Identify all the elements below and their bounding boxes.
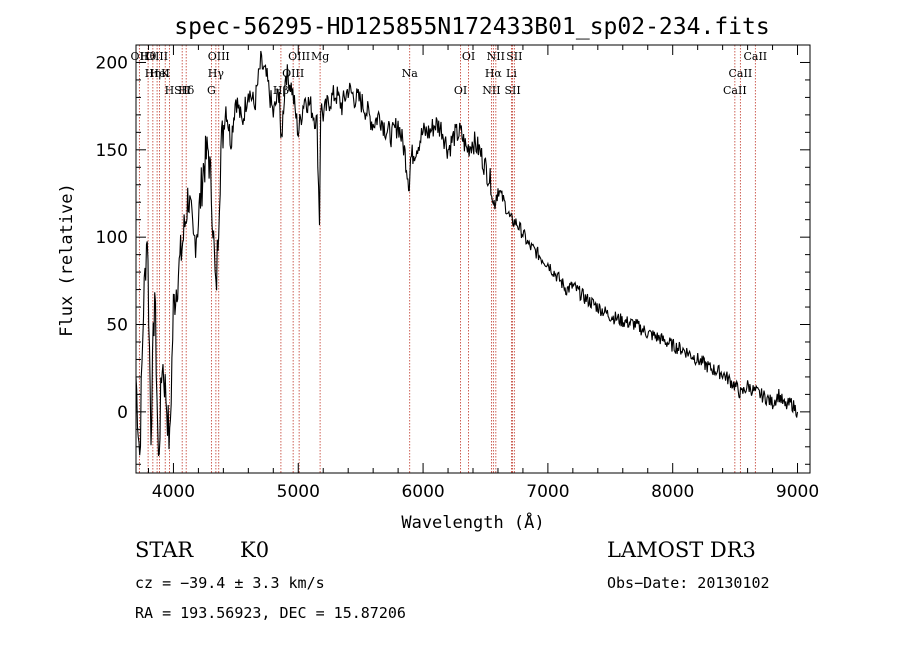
flux-series-line: [135, 50, 799, 457]
ref-line-label: OI: [454, 84, 467, 97]
ref-line-label: Hα: [485, 67, 503, 80]
y-axis-label: Flux (relative): [57, 183, 77, 337]
y-tick-label: 100: [96, 228, 128, 248]
ref-line-label: Li: [506, 67, 517, 80]
ref-line-label: HeI: [149, 67, 169, 80]
ref-line-label: Hη: [145, 67, 161, 80]
redshift-readout: cz = −39.4 ± 3.3 km/s: [135, 574, 325, 592]
x-axis-label: Wavelength (Å): [401, 511, 544, 533]
x-tick-label: 5000: [277, 482, 320, 502]
ref-line-label: OII: [131, 50, 149, 63]
x-tick-label: 6000: [401, 482, 444, 502]
object-subclass: K0: [240, 538, 270, 562]
ref-line-label: Mg: [311, 50, 329, 63]
spectrum-chart: spec-56295-HD125855N172433B01_sp02-234.f…: [57, 14, 819, 533]
ref-line-label: Hδ: [178, 84, 195, 97]
y-tick-label: 0: [117, 403, 128, 423]
ref-line-label: G: [207, 84, 216, 97]
ref-line-label: Hβ: [273, 84, 289, 97]
x-axis-ticks: 4000 5000 6000 7000 8000 9000: [147, 45, 819, 502]
ref-line-label: Hγ: [208, 67, 225, 80]
x-tick-label: 4000: [152, 482, 195, 502]
ref-line-label: SII: [504, 84, 520, 97]
observation-date: Obs−Date: 20130102: [607, 574, 770, 592]
survey-name: LAMOST DR3: [607, 538, 756, 562]
object-class: STAR: [135, 538, 194, 562]
ref-line-label: OIII: [208, 50, 230, 63]
x-tick-label: 9000: [776, 482, 819, 502]
x-tick-label: 8000: [651, 482, 694, 502]
ref-line-label: OIII: [146, 50, 168, 63]
ref-line-label: NII: [487, 50, 505, 63]
ref-line-label: K: [161, 67, 170, 80]
y-tick-label: 50: [106, 316, 128, 336]
ref-line-label: CaII: [723, 84, 747, 97]
coordinates-readout: RA = 193.56923, DEC = 15.87206: [135, 604, 406, 622]
ref-line-label: SII: [506, 50, 522, 63]
chart-title: spec-56295-HD125855N172433B01_sp02-234.f…: [174, 14, 769, 40]
ref-line-label: OI: [462, 50, 475, 63]
y-tick-label: 150: [96, 141, 128, 161]
ref-line-label: Hθ: [140, 50, 157, 63]
y-axis-ticks: 0 50 100 150 200: [96, 44, 810, 465]
reference-lines: [138, 45, 756, 473]
ref-line-label: CaII: [743, 50, 767, 63]
ref-line-label: NII: [482, 84, 500, 97]
ref-line-label: Na: [402, 67, 419, 80]
reference-line-labels: HθKHδOIIHeISIIOIIIHηHOIIIHγGOIIIOIIIHβMg…: [131, 50, 768, 97]
ref-line-label: H: [165, 84, 175, 97]
ref-line-label: OIII: [288, 50, 310, 63]
x-tick-label: 7000: [526, 482, 569, 502]
ref-line-label: SII: [174, 84, 190, 97]
ref-line-label: CaII: [729, 67, 753, 80]
y-tick-label: 200: [96, 53, 128, 73]
